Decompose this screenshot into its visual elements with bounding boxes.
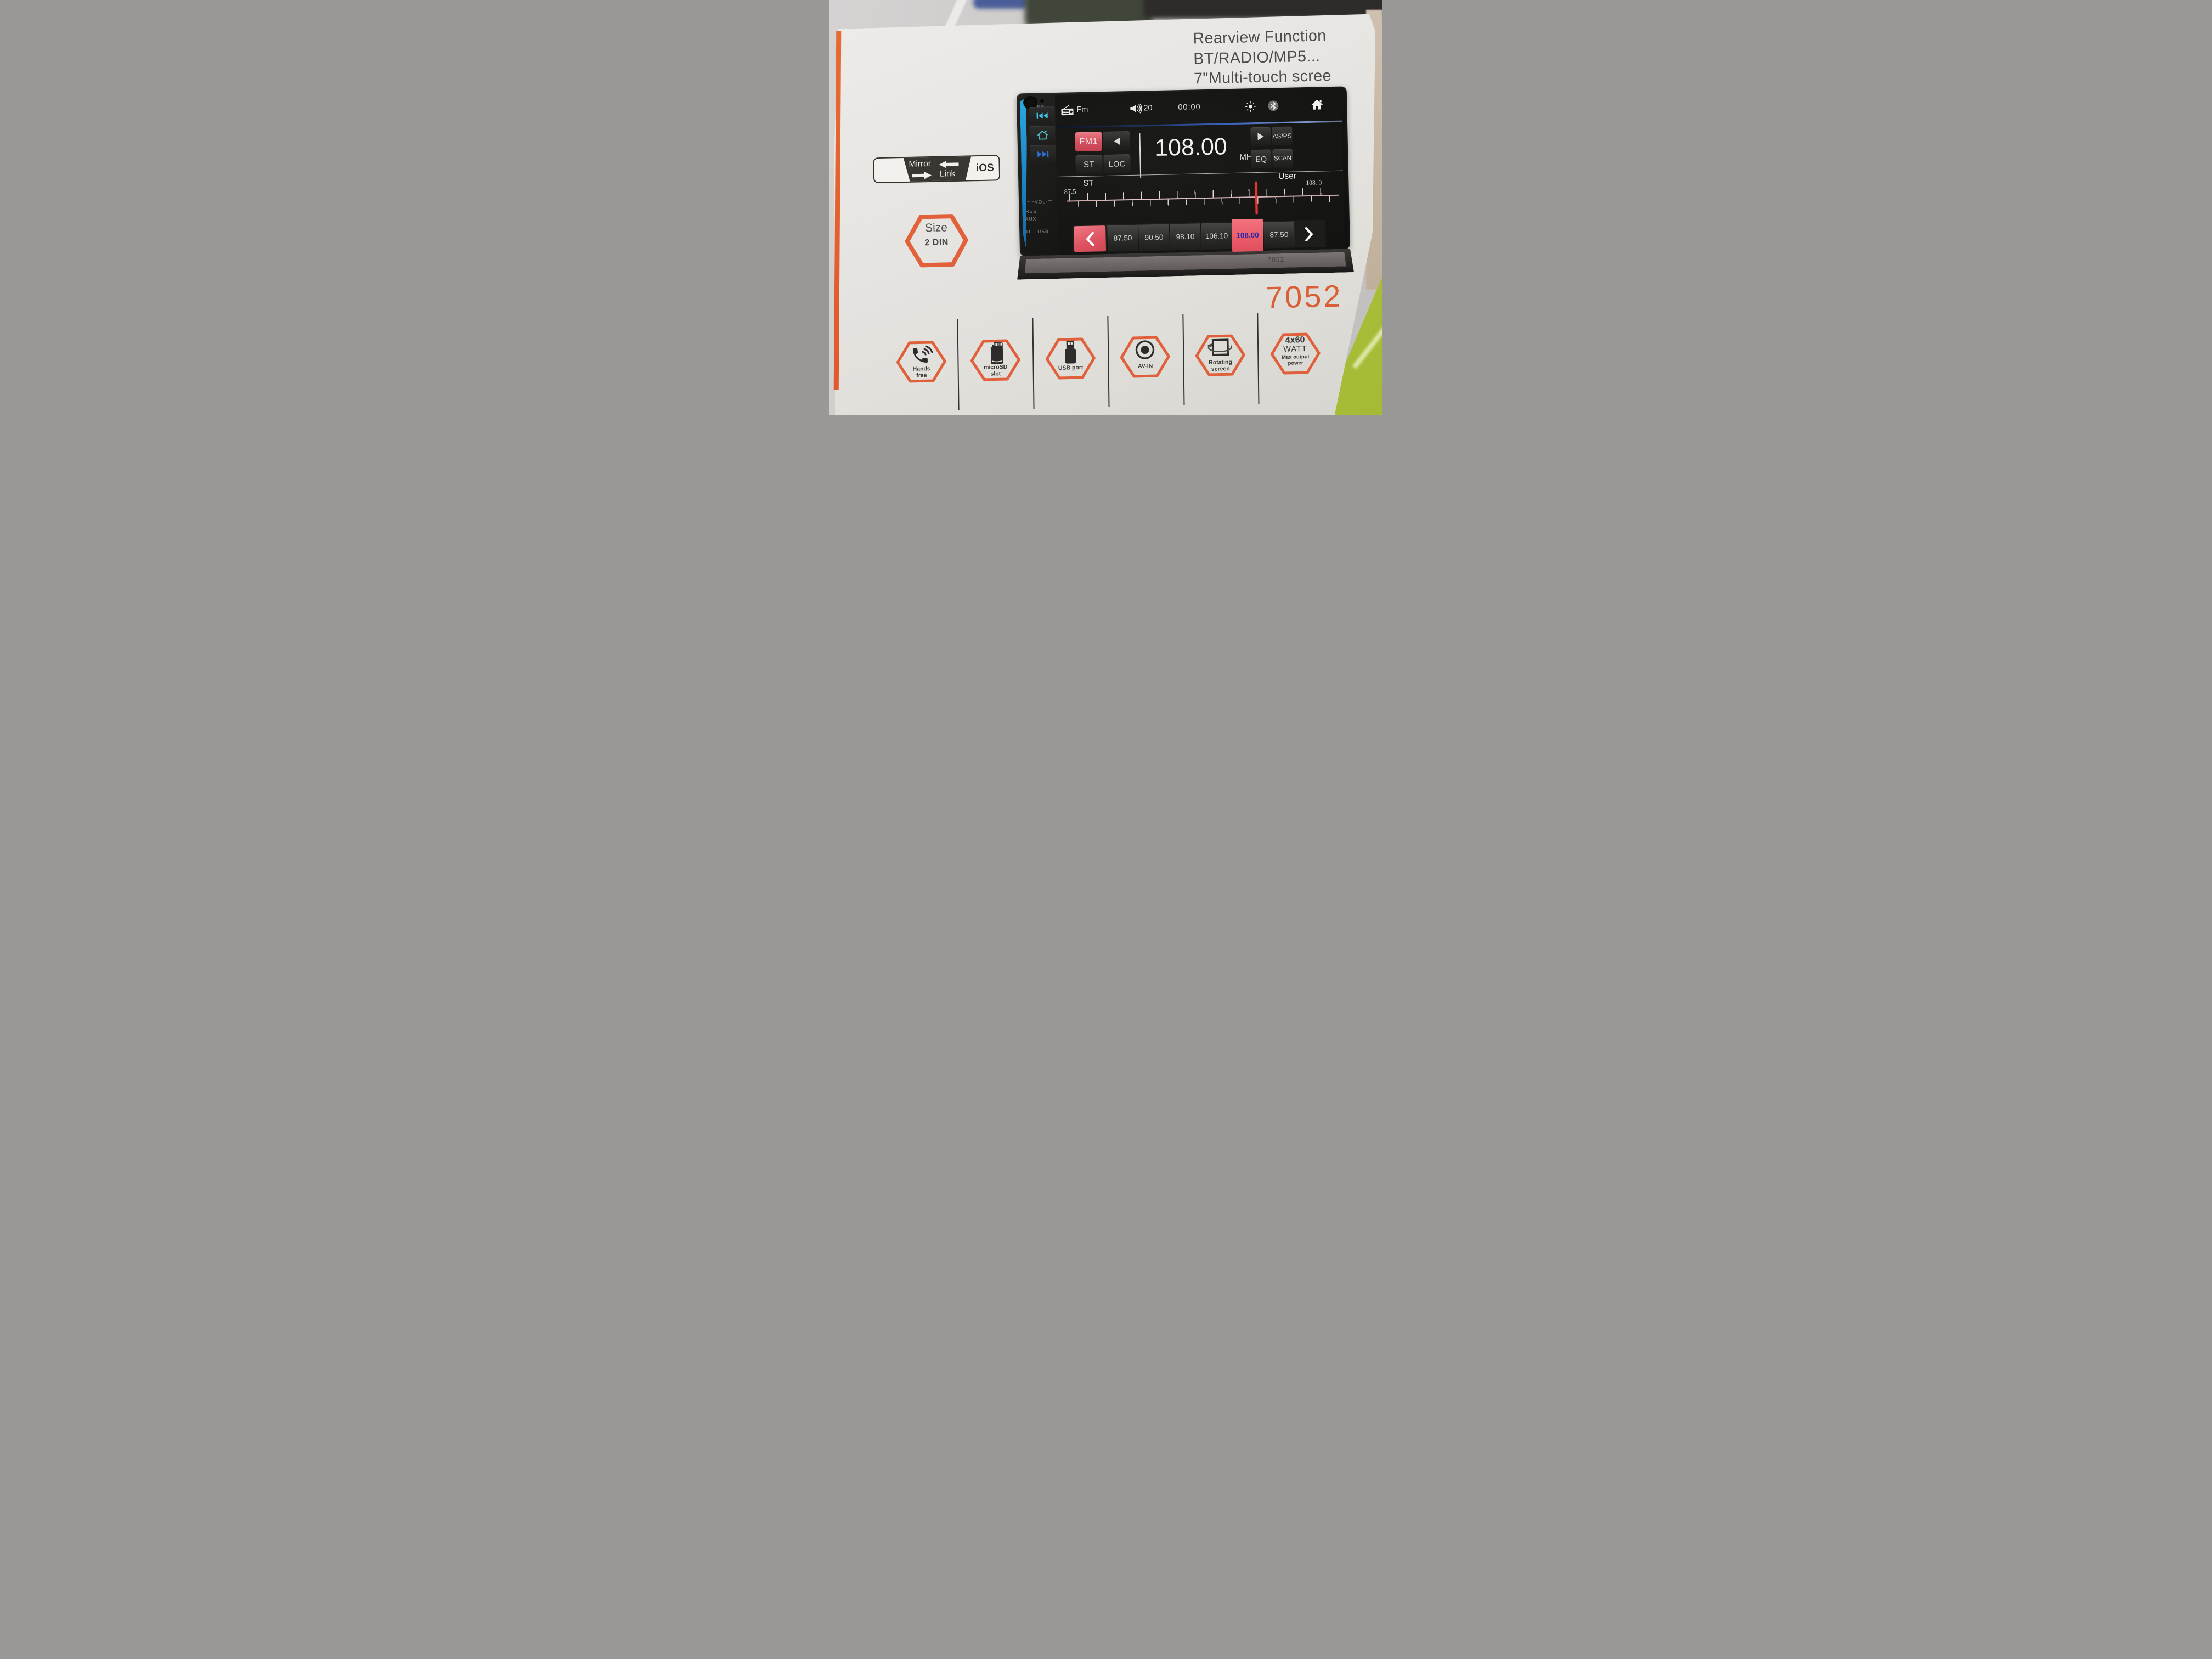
bluetooth-indicator[interactable] (1268, 100, 1279, 111)
arrow-left-icon (939, 161, 959, 168)
feature-label: slot (990, 370, 1001, 377)
chevron-left-icon (1086, 232, 1094, 246)
eq-button[interactable]: EQ (1251, 149, 1272, 169)
user-mode-label: User (1278, 171, 1297, 182)
usb-port-label: USB (1037, 228, 1049, 234)
preset-page-forward-button[interactable] (1294, 221, 1324, 247)
box-front-artwork: Rearview Function BT/RADIO/MP5... 7"Mult… (830, 0, 1383, 415)
home-icon[interactable] (1311, 99, 1323, 110)
rotating-screen-icon (1207, 338, 1232, 356)
power-rating-caption: Max output power (1281, 353, 1310, 366)
feature-rotating-screen: Rotating screen (1194, 333, 1246, 380)
hexagon-outline-icon (1270, 332, 1321, 375)
usb-plug-icon (1064, 340, 1076, 364)
feature-hands-free: Hands free (896, 339, 947, 386)
feature-label: USB port (1058, 364, 1084, 371)
stereo-button[interactable]: ST (1075, 155, 1103, 174)
hexagon-outline-icon (970, 339, 1020, 381)
model-number: 7052 (1265, 278, 1344, 315)
feature-divider (957, 319, 960, 410)
feature-divider (1107, 315, 1110, 407)
size-value: 2 DIN (924, 238, 949, 248)
power-rating-unit: WATT (1283, 345, 1307, 354)
seek-up-button[interactable] (1250, 127, 1271, 146)
preset-tile[interactable]: 87.50 (1107, 224, 1139, 251)
radio-source-icon (1061, 104, 1074, 116)
home-button[interactable] (1029, 126, 1056, 144)
feature-microsd: microSD slot (969, 337, 1021, 385)
hexagon-outline-icon (1120, 336, 1170, 378)
product-box-photo: Rearview Function BT/RADIO/MP5... 7"Mult… (830, 0, 1383, 415)
handsfree-phone-icon (912, 345, 933, 363)
feature-divider (1032, 317, 1035, 409)
size-label: Size (924, 221, 948, 235)
hexagon-outline-icon (1045, 337, 1096, 380)
size-2din-badge: Size 2 DIN (904, 212, 969, 270)
preset-tile[interactable]: 106.10 (1200, 223, 1233, 250)
frequency-value: 108.00 (1154, 133, 1228, 162)
mirrorlink-badge: Mirror Link iOS (873, 155, 1001, 184)
feature-label: free (916, 371, 927, 379)
hexagon-outline-icon (896, 341, 946, 383)
hexagon-outline-icon (1195, 334, 1245, 376)
source-label: Fm (1076, 105, 1088, 115)
preset-tile[interactable]: 87.50 (1262, 221, 1295, 248)
feature-label: screen (1211, 365, 1230, 373)
feature-usb-port: USB port (1045, 336, 1096, 383)
stereo-indicator-label: ST (1083, 178, 1094, 188)
microsd-card-icon (990, 342, 1003, 364)
stereo-model-badge: 7052 (1267, 255, 1285, 264)
brightness-icon[interactable] (1245, 101, 1256, 112)
clock: 00:00 (1178, 103, 1201, 112)
preset-tile-active[interactable]: 108.00 (1231, 218, 1264, 252)
reset-label: RES (1025, 208, 1037, 215)
volume-knob-label[interactable]: VOL (1023, 199, 1057, 205)
seek-down-button[interactable] (1103, 131, 1131, 151)
rca-jack-icon (1135, 340, 1155, 359)
volume-value: 20 (1143, 104, 1153, 113)
hexagon-outline-icon (905, 214, 968, 268)
chevron-right-icon (1305, 227, 1313, 241)
bluetooth-icon (1271, 101, 1276, 110)
headline-line: Rearview Function (1193, 27, 1327, 48)
ios-label: iOS (975, 162, 994, 174)
next-track-icon (1037, 150, 1048, 157)
headline-line: BT/RADIO/MP5... (1193, 47, 1321, 67)
aux-label: AUX (1025, 216, 1037, 222)
preset-page-back-button[interactable] (1074, 225, 1107, 252)
band-button[interactable]: FM1 (1075, 132, 1103, 152)
feature-divider (1257, 313, 1260, 404)
right-triangle-icon (1257, 132, 1264, 140)
tf-slot-label: TF (1025, 228, 1032, 235)
headline-line: 7"Multi-touch scree (1193, 67, 1332, 88)
preset-tile[interactable]: 90.50 (1138, 224, 1170, 251)
previous-track-icon (1036, 112, 1048, 119)
feature-power-rating: 4x60 WATT Max output power (1269, 331, 1321, 379)
mirrorlink-mirror-label: Mirror (909, 159, 932, 169)
local-button[interactable]: LOC (1103, 154, 1131, 174)
feature-divider (1182, 314, 1185, 406)
feature-av-in: AV-IN (1119, 335, 1171, 382)
background-blue-object (973, 0, 1028, 9)
left-triangle-icon (1114, 137, 1120, 145)
previous-track-button[interactable] (1029, 106, 1055, 125)
arrow-right-icon (911, 172, 932, 179)
mirrorlink-link-label: Link (939, 168, 956, 179)
headline: Rearview Function BT/RADIO/MP5... 7"Mult… (1193, 26, 1331, 89)
volume-icon (1130, 103, 1142, 114)
scan-button[interactable]: SCAN (1272, 149, 1293, 168)
feature-label: AV-IN (1137, 363, 1153, 370)
preset-tile[interactable]: 98.10 (1169, 223, 1201, 250)
asps-button[interactable]: AS/PS (1272, 126, 1293, 146)
power-rating-value: 4x60 (1285, 335, 1305, 345)
home-icon (1037, 130, 1048, 140)
feature-label: Hands (912, 365, 930, 373)
scale-max-label: 108. 0 (1306, 179, 1322, 187)
next-track-button[interactable] (1029, 144, 1056, 163)
